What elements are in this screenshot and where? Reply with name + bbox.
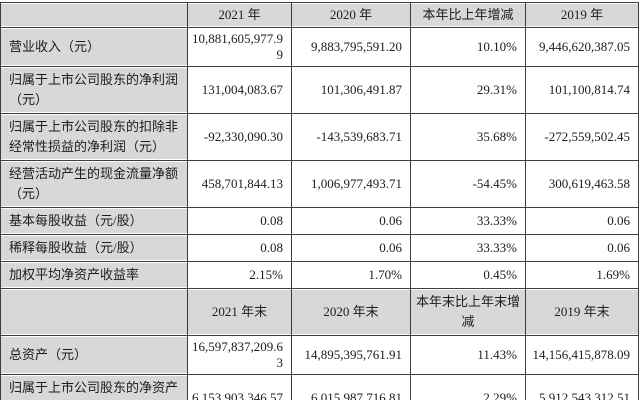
table-row-operating-cash-flow: 经营活动产生的现金流量净额（元） 458,701,844.13 1,006,97… xyxy=(0,160,639,208)
cell-2021: 131,004,083.67 xyxy=(187,66,292,114)
table-row-net-profit: 归属于上市公司股东的净利润（元） 131,004,083.67 101,306,… xyxy=(0,66,639,114)
cell-2019: 0.06 xyxy=(525,207,639,235)
cell-2019: 0.06 xyxy=(525,234,639,262)
cell-change: 0.45% xyxy=(410,261,526,289)
header-corner-cell xyxy=(0,2,188,28)
cell-2019: -272,559,502.45 xyxy=(525,113,639,161)
table-header-row-annual: 2021 年 2020 年 本年比上年增减 2019 年 xyxy=(0,2,639,28)
cell-change: -54.45% xyxy=(410,160,526,208)
cell-2021: 458,701,844.13 xyxy=(187,160,292,208)
cell-2021: 16,597,837,209.63 xyxy=(187,335,292,375)
cell-2020: 1,006,977,493.71 xyxy=(291,160,411,208)
cell-2020: 0.06 xyxy=(291,207,411,235)
header-eoy-change: 本年末比上年末增减 xyxy=(410,288,526,336)
row-label: 总资产（元） xyxy=(0,335,188,375)
row-label: 加权平均净资产收益率 xyxy=(0,261,188,289)
cell-2020: 1.70% xyxy=(291,261,411,289)
table-header-row-eoy: 2021 年末 2020 年末 本年末比上年末增减 2019 年末 xyxy=(0,288,639,336)
cell-change: 11.43% xyxy=(410,335,526,375)
header-2020-eoy: 2020 年末 xyxy=(291,288,411,336)
cell-2020: 6,015,987,716.81 xyxy=(291,374,411,400)
table-row-weighted-avg-roe: 加权平均净资产收益率 2.15% 1.70% 0.45% 1.69% xyxy=(0,261,639,289)
cell-2020: 9,883,795,591.20 xyxy=(291,27,411,67)
header-2019-eoy: 2019 年末 xyxy=(525,288,639,336)
header-2021-eoy: 2021 年末 xyxy=(187,288,292,336)
header-yoy-change: 本年比上年增减 xyxy=(410,2,526,28)
row-label: 营业收入（元） xyxy=(0,27,188,67)
table-row-total-assets: 总资产（元） 16,597,837,209.63 14,895,395,761.… xyxy=(0,335,639,375)
cell-change: 33.33% xyxy=(410,234,526,262)
cell-2021: 0.08 xyxy=(187,207,292,235)
cell-2020: -143,539,683.71 xyxy=(291,113,411,161)
cell-change: 33.33% xyxy=(410,207,526,235)
cell-2019: 5,912,543,312.51 xyxy=(525,374,639,400)
cell-change: 29.31% xyxy=(410,66,526,114)
cell-2019: 1.69% xyxy=(525,261,639,289)
header-2020: 2020 年 xyxy=(291,2,411,28)
row-label: 归属于上市公司股东的净利润（元） xyxy=(0,66,188,114)
cell-2020: 0.06 xyxy=(291,234,411,262)
cell-2021: 10,881,605,977.99 xyxy=(187,27,292,67)
row-label: 基本每股收益（元/股） xyxy=(0,207,188,235)
row-label: 经营活动产生的现金流量净额（元） xyxy=(0,160,188,208)
table-row-net-profit-excl-nonrecurring: 归属于上市公司股东的扣除非经常性损益的净利润（元） -92,330,090.30… xyxy=(0,113,639,161)
cell-2020: 101,306,491.87 xyxy=(291,66,411,114)
row-label: 稀释每股收益（元/股） xyxy=(0,234,188,262)
cell-2019: 9,446,620,387.05 xyxy=(525,27,639,67)
cell-2019: 101,100,814.74 xyxy=(525,66,639,114)
cell-change: 35.68% xyxy=(410,113,526,161)
cell-change: 2.29% xyxy=(410,374,526,400)
cell-2021: 2.15% xyxy=(187,261,292,289)
cell-2019: 300,619,463.58 xyxy=(525,160,639,208)
header-corner-cell xyxy=(0,288,188,336)
row-label: 归属于上市公司股东的净资产（元） xyxy=(0,374,188,400)
cell-2020: 14,895,395,761.91 xyxy=(291,335,411,375)
table-row-net-assets: 归属于上市公司股东的净资产（元） 6,153,903,346.57 6,015,… xyxy=(0,374,639,400)
cell-2021: 6,153,903,346.57 xyxy=(187,374,292,400)
table-row-revenue: 营业收入（元） 10,881,605,977.99 9,883,795,591.… xyxy=(0,27,639,67)
cell-2021: -92,330,090.30 xyxy=(187,113,292,161)
header-2019: 2019 年 xyxy=(525,2,639,28)
row-label: 归属于上市公司股东的扣除非经常性损益的净利润（元） xyxy=(0,113,188,161)
table-row-diluted-eps: 稀释每股收益（元/股） 0.08 0.06 33.33% 0.06 xyxy=(0,234,639,262)
cell-2021: 0.08 xyxy=(187,234,292,262)
cell-2019: 14,156,415,878.09 xyxy=(525,335,639,375)
table-row-basic-eps: 基本每股收益（元/股） 0.08 0.06 33.33% 0.06 xyxy=(0,207,639,235)
cell-change: 10.10% xyxy=(410,27,526,67)
header-2021: 2021 年 xyxy=(187,2,292,28)
